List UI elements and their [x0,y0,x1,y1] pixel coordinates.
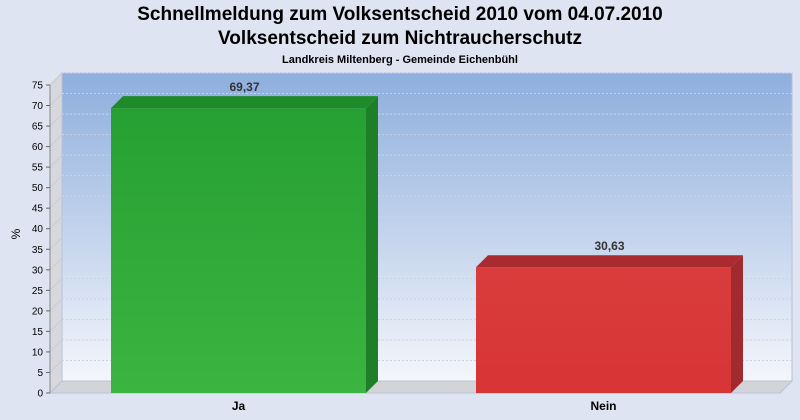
grid-line-side [49,175,63,189]
bar-side [731,255,743,393]
grid-line-side [49,134,63,147]
grid-line-side [49,113,63,127]
y-axis-label: % [9,228,23,239]
bar [476,267,731,393]
grid-line-side [49,195,63,209]
grid-line-side [49,154,63,168]
y-tick-label: 5 [37,368,43,379]
grid-line-side [49,236,63,250]
y-tick-label: 55 [32,163,44,174]
grid-line-side [49,339,63,353]
bar-top [476,255,743,268]
y-tick-label: 45 [32,204,44,215]
y-tick-label: 35 [32,245,44,256]
chart-subtitle: Volksentscheid zum Nichtraucherschutz [218,28,582,49]
bar-top [111,96,378,109]
grid-line-side [49,298,63,312]
bar-side [366,96,378,393]
y-tick-label: 30 [32,265,44,276]
y-axis: 0 5 10 15 20 25 30 35 40 45 50 55 60 65 70 75 [32,81,51,400]
y-tick-label: 70 [32,101,44,112]
y-tick-label: 50 [32,183,44,194]
plot-left-wall [49,71,63,395]
x-category-label: Nein [590,399,616,413]
y-tick-label: 0 [37,389,43,400]
y-tick-label: 65 [32,122,44,133]
grid-line-side [49,319,63,332]
bar [111,108,366,393]
grid-line-side [49,72,63,86]
y-tick-label: 60 [32,142,44,153]
y-tick-label: 25 [32,286,44,297]
y-tick-label: 15 [32,327,44,338]
y-tick-label: 40 [32,224,44,235]
y-tick-label: 75 [32,81,44,92]
data-label: 69,37 [229,80,259,94]
labels: 69,37 Ja 30,63 Nein [229,80,624,413]
y-tick-label: 20 [32,306,44,317]
x-category-label: Ja [232,399,246,413]
bars [111,96,743,393]
chart-region-subtitle: Landkreis Miltenberg - Gemeinde Eichenbü… [282,54,518,66]
y-tick-label: 10 [32,347,44,358]
chart-title: Schnellmeldung zum Volksentscheid 2010 v… [137,4,663,25]
grid-line-side [49,93,63,106]
grid-line-side [49,257,63,271]
grid-line-side [49,277,63,291]
data-label: 30,63 [594,239,624,253]
grid-line-side [49,216,63,230]
grid-line-side [49,360,63,373]
